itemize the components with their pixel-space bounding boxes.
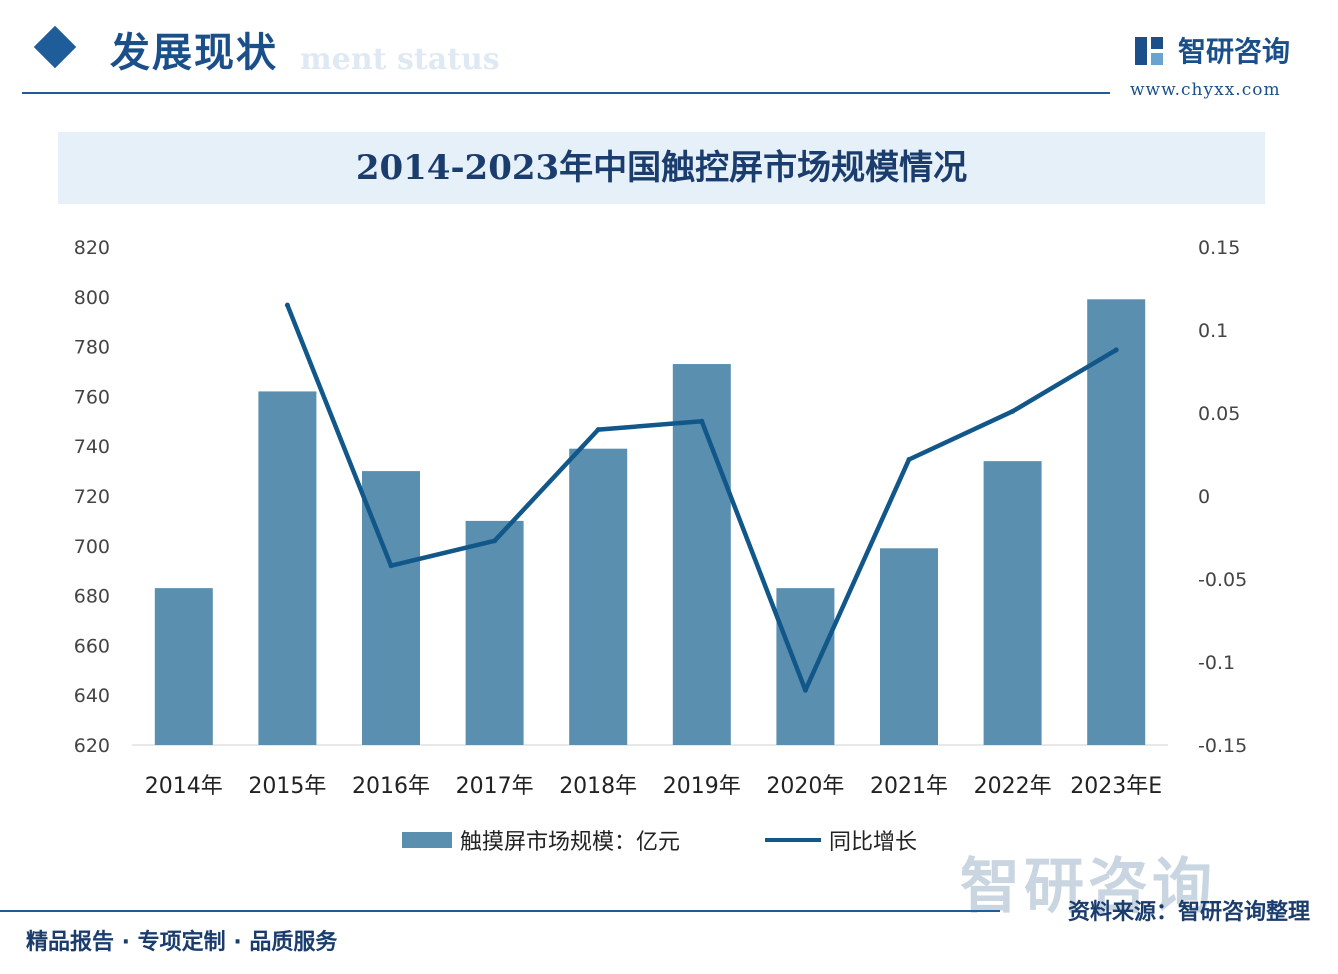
- y-left-tick-label: 760: [74, 386, 110, 408]
- bar: [154, 588, 213, 745]
- y-left-tick-label: 800: [74, 287, 110, 309]
- growth-point: [802, 687, 808, 693]
- chart-title-band: [58, 132, 1265, 204]
- bar: [983, 461, 1042, 745]
- legend-swatch-bar: [402, 832, 452, 848]
- brand-name: 智研咨询: [1178, 35, 1291, 68]
- bar: [569, 448, 628, 745]
- y-left-tick-label: 660: [74, 635, 110, 657]
- chart-title: 2014-2023年中国触控屏市场规模情况: [355, 148, 968, 188]
- footer-tagline: 精品报告 · 专项定制 · 品质服务: [26, 930, 338, 955]
- growth-point: [1113, 347, 1119, 353]
- y-right-tick-label: 0.05: [1198, 403, 1240, 425]
- y-right-tick-label: -0.05: [1198, 569, 1247, 591]
- growth-point: [388, 563, 394, 569]
- legend-item-line: 同比增长: [765, 820, 917, 860]
- legend-label-line: 同比增长: [829, 830, 918, 855]
- x-tick-label: 2017年: [456, 774, 534, 799]
- y-right-tick-label: -0.15: [1198, 735, 1247, 757]
- bar: [465, 520, 524, 745]
- section-title: 发展现状: [110, 29, 278, 76]
- y-right-tick-label: 0.15: [1198, 237, 1240, 259]
- legend-label-bar: 触摸屏市场规模：亿元: [460, 830, 681, 855]
- footer-divider: [0, 910, 1000, 912]
- growth-point: [1010, 408, 1016, 414]
- y-right-tick-label: 0.1: [1198, 320, 1228, 342]
- brand-logo-icon: [1135, 37, 1163, 65]
- y-right-tick-label: 0: [1198, 486, 1210, 508]
- bar: [258, 391, 317, 745]
- brand-url: www.chyxx.com: [1130, 80, 1281, 100]
- section-subtitle: ment status: [300, 42, 500, 77]
- bar: [1087, 299, 1146, 745]
- y-left-tick-label: 620: [74, 735, 110, 757]
- bar: [776, 588, 835, 745]
- x-tick-label: 2018年: [559, 774, 637, 799]
- legend-swatch-line: [765, 838, 821, 842]
- growth-point: [595, 427, 601, 433]
- x-tick-label: 2023年E: [1070, 774, 1162, 799]
- bar: [880, 548, 938, 745]
- x-tick-label: 2020年: [766, 774, 844, 799]
- y-left-tick-label: 820: [74, 237, 110, 259]
- x-tick-label: 2022年: [974, 774, 1052, 799]
- source-note: 资料来源：智研咨询整理: [1067, 900, 1310, 925]
- y-left-tick-label: 700: [74, 536, 110, 558]
- header-divider: [22, 92, 1110, 94]
- y-left-tick-label: 740: [74, 436, 110, 458]
- y-right-tick-label: -0.1: [1198, 652, 1235, 674]
- y-left-tick-label: 780: [74, 337, 110, 359]
- y-left-tick-label: 720: [74, 486, 110, 508]
- watermark-logo: 智研咨询: [960, 852, 1216, 922]
- growth-point: [492, 538, 498, 544]
- x-tick-label: 2021年: [870, 774, 948, 799]
- y-left-tick-label: 680: [74, 586, 110, 608]
- chart-legend: 触摸屏市场规模：亿元 同比增长: [0, 820, 1338, 860]
- x-tick-label: 2016年: [352, 774, 430, 799]
- x-tick-label: 2014年: [145, 774, 223, 799]
- growth-point: [699, 418, 705, 424]
- growth-point: [284, 302, 290, 308]
- legend-item-bar: 触摸屏市场规模：亿元: [402, 820, 680, 860]
- x-tick-label: 2019年: [663, 774, 741, 799]
- x-tick-label: 2015年: [248, 774, 326, 799]
- y-left-tick-label: 640: [74, 685, 110, 707]
- growth-point: [906, 456, 912, 462]
